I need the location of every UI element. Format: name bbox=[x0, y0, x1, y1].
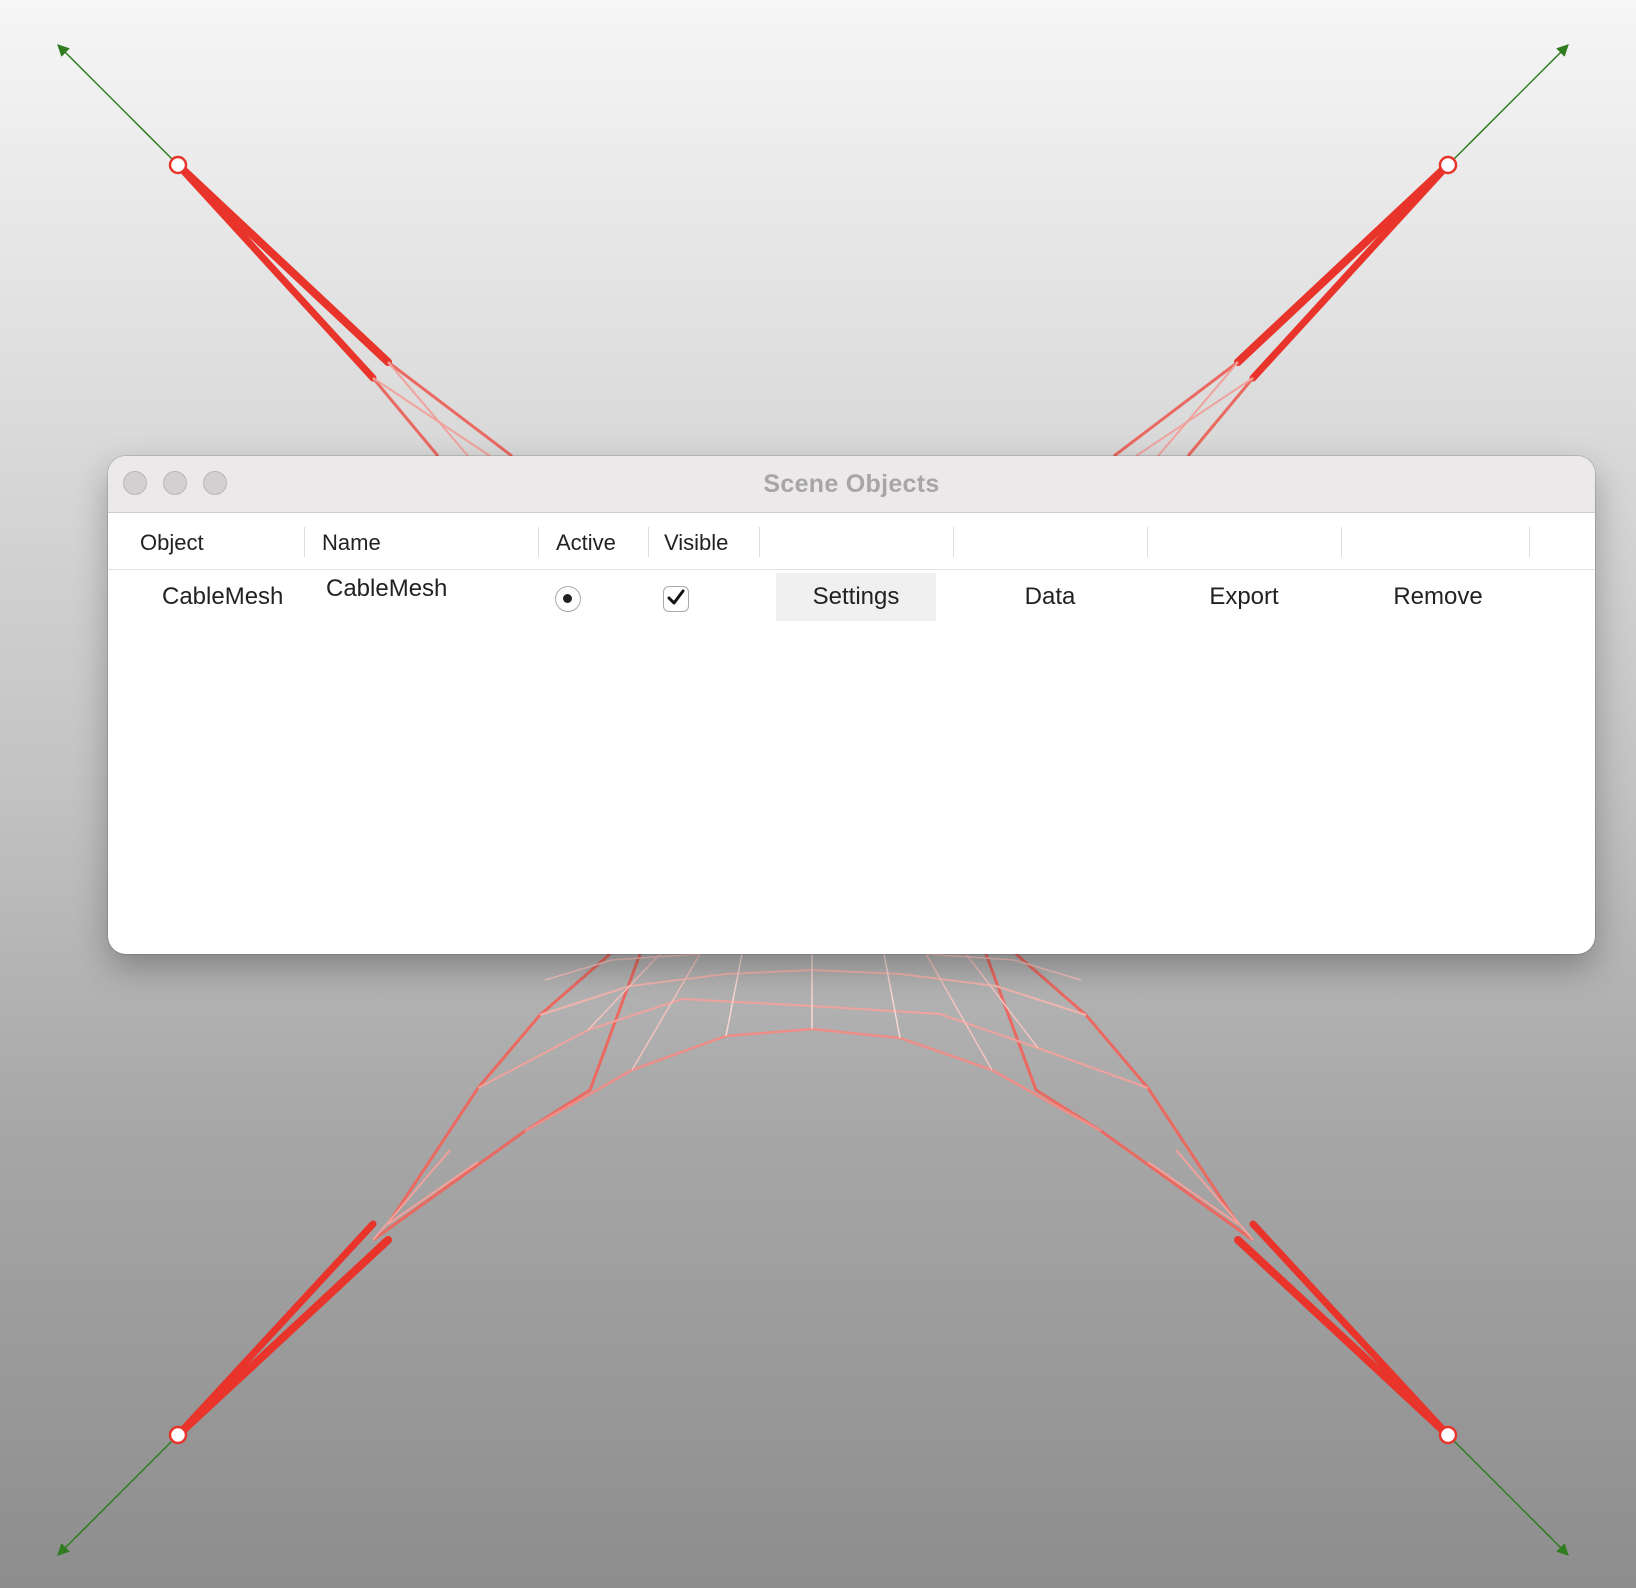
cable-edges-upper bbox=[371, 360, 1255, 458]
minimize-button[interactable] bbox=[163, 471, 187, 495]
reaction-arrow-bottom-left bbox=[57, 1434, 179, 1556]
data-button[interactable]: Data bbox=[1024, 583, 1076, 610]
object-type-cell: CableMesh bbox=[162, 583, 284, 610]
zoom-button[interactable] bbox=[203, 471, 227, 495]
column-divider[interactable] bbox=[759, 527, 760, 557]
column-header-active[interactable]: Active bbox=[556, 530, 616, 555]
table-row[interactable]: CableMesh CableMesh Settings Data Export… bbox=[108, 570, 1595, 622]
remove-button[interactable]: Remove bbox=[1393, 583, 1483, 610]
cable-edges-heavy bbox=[174, 161, 1452, 1439]
column-divider[interactable] bbox=[1529, 527, 1530, 557]
column-divider[interactable] bbox=[953, 527, 954, 557]
support-node bbox=[1438, 155, 1458, 175]
reaction-arrows bbox=[57, 44, 1569, 1556]
radio-selected-dot bbox=[563, 594, 572, 603]
column-divider[interactable] bbox=[1341, 527, 1342, 557]
reaction-arrow-top-right bbox=[1447, 44, 1569, 166]
reaction-arrow-bottom-right bbox=[1447, 1434, 1569, 1556]
column-header-object[interactable]: Object bbox=[140, 530, 204, 555]
active-radio[interactable] bbox=[555, 586, 581, 612]
column-divider[interactable] bbox=[304, 527, 305, 557]
support-node bbox=[168, 1425, 188, 1445]
settings-button[interactable]: Settings bbox=[776, 573, 936, 621]
close-button[interactable] bbox=[123, 471, 147, 495]
column-divider[interactable] bbox=[648, 527, 649, 557]
window-title: Scene Objects bbox=[763, 470, 940, 498]
cable-mesh-lower bbox=[372, 952, 1254, 1242]
window-titlebar[interactable]: Scene Objects bbox=[108, 456, 1595, 513]
export-button[interactable]: Export bbox=[1209, 583, 1279, 610]
column-divider[interactable] bbox=[538, 527, 539, 557]
visible-checkbox[interactable] bbox=[663, 586, 689, 612]
column-header-name[interactable]: Name bbox=[322, 530, 381, 555]
support-node bbox=[1438, 1425, 1458, 1445]
scene-objects-window: Scene Objects Object Name Active Visible… bbox=[108, 456, 1595, 954]
object-name-field[interactable]: CableMesh bbox=[326, 575, 448, 602]
table-header: Object Name Active Visible bbox=[108, 513, 1595, 570]
checkmark-icon bbox=[667, 589, 685, 605]
reaction-arrow-top-left bbox=[57, 44, 179, 166]
column-divider[interactable] bbox=[1147, 527, 1148, 557]
support-node bbox=[168, 155, 188, 175]
support-nodes[interactable] bbox=[168, 155, 1458, 1445]
column-header-visible[interactable]: Visible bbox=[664, 530, 729, 555]
